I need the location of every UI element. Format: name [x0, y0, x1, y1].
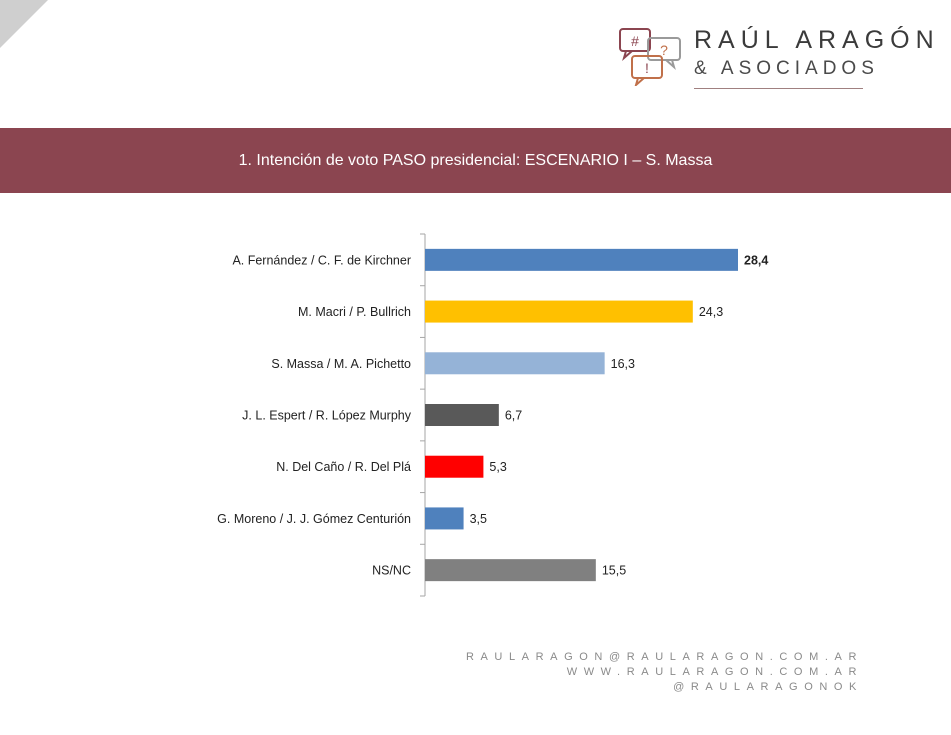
title-banner: 1. Intención de voto PASO presidencial: … — [0, 128, 951, 193]
chart-title: 1. Intención de voto PASO presidencial: … — [238, 151, 713, 169]
icon-glyph-exclamation: ! — [645, 60, 649, 76]
data-label: 6,7 — [505, 409, 522, 423]
data-label: 15,5 — [602, 564, 626, 578]
bar — [425, 404, 499, 426]
bar — [425, 352, 605, 375]
category-label: NS/NC — [372, 564, 411, 578]
corner-decoration — [0, 0, 48, 48]
data-label: 5,3 — [489, 460, 506, 474]
data-label: 16,3 — [611, 357, 635, 371]
bar — [425, 300, 693, 323]
bar — [425, 455, 484, 478]
brand-subtitle: & ASOCIADOS — [694, 58, 879, 79]
brand-underline — [694, 88, 863, 89]
category-label: G. Moreno / J. J. Gómez Centurión — [217, 512, 411, 526]
bar — [425, 248, 738, 271]
brand-logo: # ? ! RAÚL ARAGÓN & ASOCIADOS — [616, 26, 936, 92]
footer-handle[interactable]: @RAULARAGONOK — [673, 681, 863, 693]
icon-glyph-question: ? — [660, 42, 668, 58]
data-label: 3,5 — [470, 512, 487, 526]
footer-email[interactable]: RAULARAGON@RAULARAGON.COM.AR — [465, 651, 863, 663]
data-label: 28,4 — [744, 253, 768, 267]
bar — [425, 559, 596, 582]
contact-footer: RAULARAGON@RAULARAGON.COM.AR WWW.RAULARA… — [466, 650, 863, 695]
brand-name: RAÚL ARAGÓN — [694, 26, 940, 54]
data-label: 24,3 — [699, 305, 723, 319]
category-label: M. Macri / P. Bullrich — [298, 305, 411, 319]
category-label: S. Massa / M. A. Pichetto — [271, 357, 411, 371]
category-label: J. L. Espert / R. López Murphy — [242, 409, 412, 423]
category-label: N. Del Caño / R. Del Plá — [276, 460, 411, 474]
speech-bubbles-icon: # ? ! — [619, 28, 681, 86]
bar — [425, 507, 464, 530]
footer-website[interactable]: WWW.RAULARAGON.COM.AR — [566, 666, 863, 678]
category-label: A. Fernández / C. F. de Kirchner — [232, 253, 411, 267]
icon-glyph-hash: # — [631, 33, 639, 49]
